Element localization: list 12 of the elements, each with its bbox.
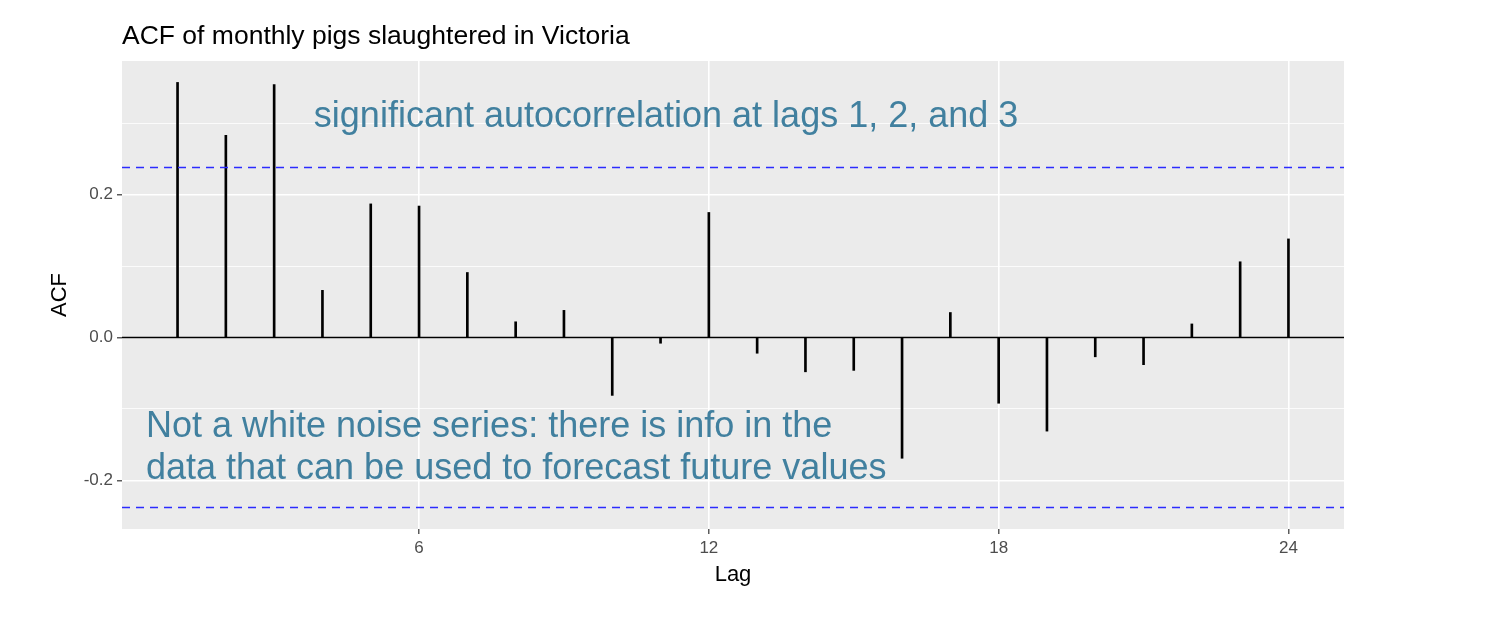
chart-title: ACF of monthly pigs slaughtered in Victoria [122,20,630,50]
y-axis-title: ACF [46,273,72,317]
y-tick-label: 0.0 [89,327,113,347]
x-tick-label: 12 [699,537,719,557]
annotation: significant autocorrelation at lags 1, 2, and 3 [313,93,1019,135]
x-tick-label: 6 [414,537,424,557]
x-tick-label: 18 [989,537,1009,557]
x-axis-title: Lag [714,560,752,586]
y-tick-label: -0.2 [83,470,113,490]
annotation: Not a white noise series: there is info in the data that can be used to forecast future values [145,403,887,487]
y-tick-label: 0.2 [89,184,113,204]
x-tick-label: 24 [1278,537,1298,557]
